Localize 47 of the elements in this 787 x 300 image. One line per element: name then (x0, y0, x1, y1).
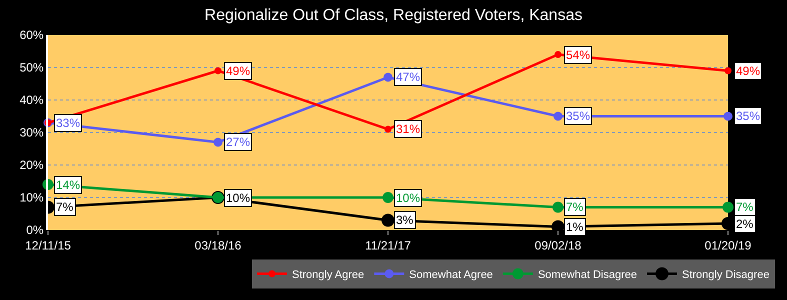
data-label: 7% (56, 200, 74, 214)
y-tick-label: 30% (20, 126, 44, 140)
y-tick-label: 10% (20, 190, 44, 205)
point (724, 112, 732, 121)
chart-title: Regionalize Out Of Class, Registered Voters, Kansas (204, 7, 582, 24)
data-label: 31% (396, 122, 420, 136)
point (552, 202, 564, 213)
x-tick-label: 11/21/17 (365, 238, 412, 252)
data-label: 35% (566, 109, 590, 123)
data-label: 7% (566, 200, 584, 214)
point (382, 214, 394, 227)
legend-label: Somewhat Disagree (538, 269, 637, 282)
point (214, 138, 222, 147)
point (382, 192, 394, 203)
data-label: 54% (566, 48, 590, 62)
point (554, 51, 562, 58)
point (722, 202, 734, 213)
data-label: 27% (226, 135, 250, 149)
point (724, 67, 732, 74)
y-tick-label: 50% (20, 60, 44, 75)
x-tick-label: 09/02/18 (534, 238, 582, 252)
data-label: 49% (226, 64, 250, 78)
data-label: 7% (736, 200, 754, 214)
data-label: 2% (736, 217, 754, 231)
data-label: 10% (396, 191, 420, 205)
x-tick-label: 12/11/15 (25, 238, 72, 252)
data-label: 3% (396, 213, 414, 227)
legend-label: Strongly Disagree (682, 269, 770, 282)
y-tick-label: 60% (20, 28, 44, 42)
x-tick-label: 03/18/16 (194, 238, 242, 252)
data-label: 49% (736, 64, 760, 78)
data-label: 1% (566, 220, 584, 234)
data-label: 33% (56, 116, 80, 130)
legend-label: Somewhat Agree (409, 269, 493, 282)
point (214, 67, 222, 74)
data-label: 47% (396, 70, 420, 84)
point (384, 126, 392, 133)
point (554, 112, 562, 121)
data-label: 35% (736, 109, 760, 123)
y-tick-label: 20% (20, 158, 44, 172)
y-tick-label: 40% (20, 93, 44, 108)
y-tick-label: 0% (26, 223, 44, 238)
legend-label: Strongly Agree (292, 269, 364, 282)
x-tick-label: 01/20/19 (704, 238, 752, 252)
data-label: 10% (226, 191, 250, 205)
data-label: 14% (56, 178, 80, 192)
point (384, 72, 392, 82)
